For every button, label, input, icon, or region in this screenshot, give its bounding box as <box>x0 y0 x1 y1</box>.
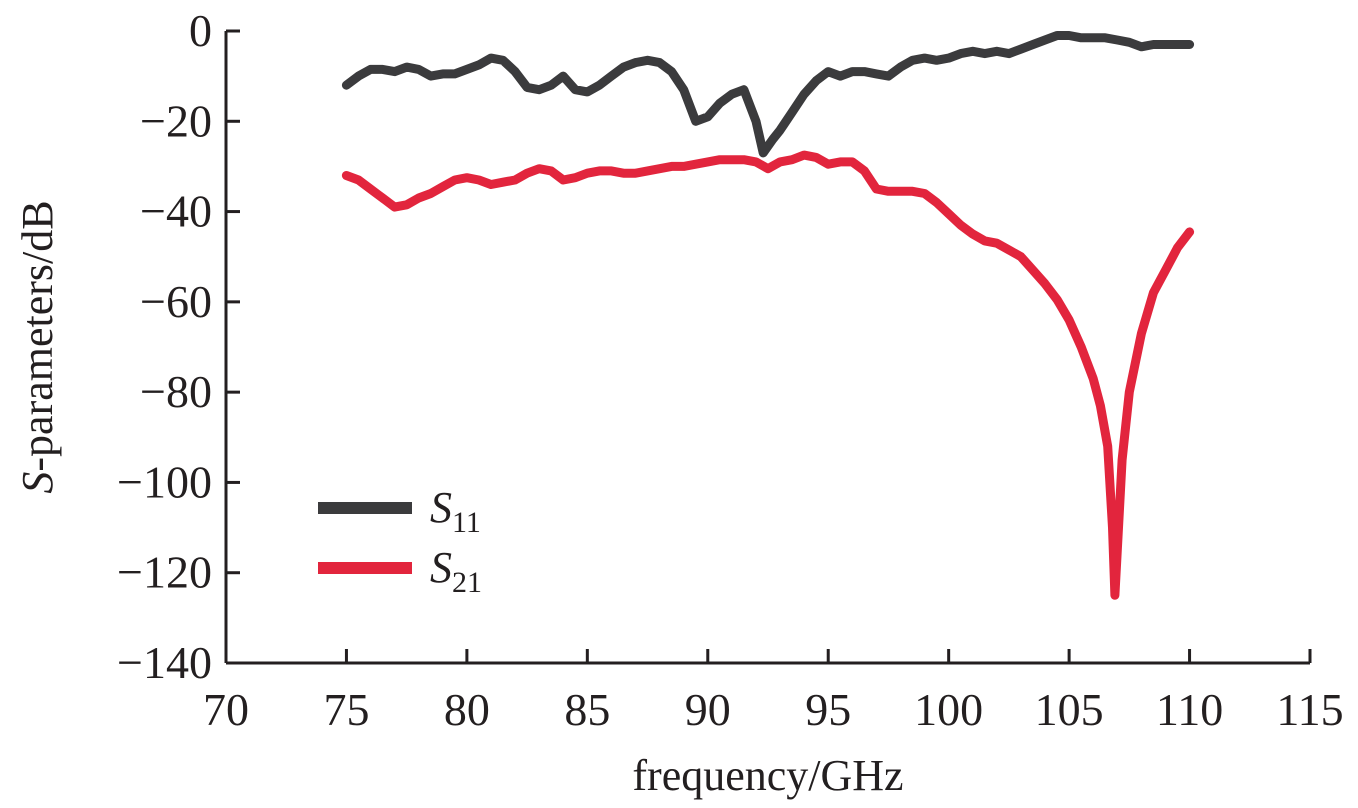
axes <box>224 31 1310 665</box>
x-tick-label: 110 <box>1156 684 1223 735</box>
y-axis-title-italic: S <box>13 472 62 494</box>
x-tick-label: 95 <box>805 684 851 735</box>
y-ticks: 0 −20 −40 −60 −80 −100 −120 −140 <box>117 5 240 688</box>
series-line-s11 <box>341 31 1195 158</box>
legend-label-s11: S11 <box>430 483 481 539</box>
y-tick-label: −60 <box>140 276 212 327</box>
y-axis-title: S-parameters/dB <box>13 200 62 493</box>
x-tick-label: 100 <box>914 684 983 735</box>
x-tick-label: 105 <box>1035 684 1104 735</box>
y-tick-label: −100 <box>117 456 212 507</box>
x-tick-label: 75 <box>323 684 369 735</box>
x-ticks: 70 75 80 85 90 95 100 105 110 115 <box>203 649 1344 735</box>
x-tick-label: 85 <box>564 684 610 735</box>
x-tick-label: 80 <box>444 684 490 735</box>
x-axis-title: frequency/GHz <box>632 751 903 800</box>
legend-label-s21: S21 <box>430 543 482 599</box>
y-tick-label: −40 <box>140 186 212 237</box>
y-tick-label: −20 <box>140 95 212 146</box>
y-tick-label: −80 <box>140 366 212 417</box>
y-tick-label: −140 <box>117 637 212 688</box>
legend: S11 S21 <box>318 483 482 599</box>
x-tick-label: 70 <box>203 684 249 735</box>
x-tick-label: 115 <box>1276 684 1343 735</box>
y-tick-label: 0 <box>189 5 212 56</box>
y-axis-title-rest: -parameters/dB <box>13 200 62 471</box>
x-tick-label: 90 <box>685 684 731 735</box>
y-tick-label: −120 <box>117 547 212 598</box>
series-lines <box>341 31 1195 600</box>
series-line-s21 <box>341 150 1195 600</box>
